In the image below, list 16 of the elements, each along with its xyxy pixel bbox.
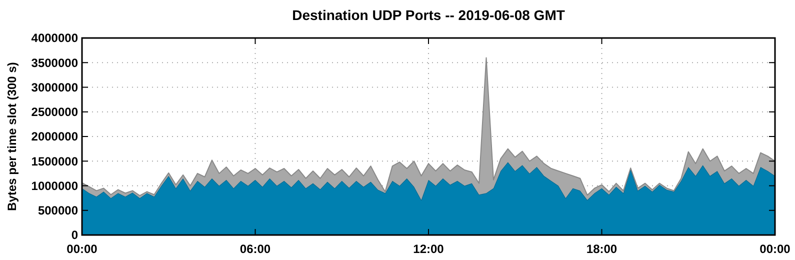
y-tick-label: 4000000 — [31, 31, 78, 46]
y-tick-label: 3000000 — [31, 80, 78, 94]
x-tick-label: 06:00 — [240, 242, 271, 256]
x-tick-label: 18:00 — [586, 242, 618, 256]
y-tick-label: 2000000 — [31, 130, 78, 144]
chart-title: Destination UDP Ports -- 2019-06-08 GMT — [292, 7, 566, 23]
y-tick-label: 500000 — [38, 204, 78, 218]
y-tick-label: 0 — [71, 228, 78, 242]
x-tick-label: 12:00 — [413, 242, 444, 256]
y-tick-label: 1000000 — [31, 178, 78, 193]
y-tick-label: 3500000 — [31, 56, 78, 70]
y-tick-label: 2500000 — [31, 105, 78, 120]
y-axis-title: Bytes per time slot (300 s) — [5, 62, 19, 211]
x-tick-label: 00:00 — [760, 242, 791, 256]
y-tick-label: 1500000 — [31, 154, 78, 168]
x-tick-label: 00:00 — [66, 242, 98, 256]
